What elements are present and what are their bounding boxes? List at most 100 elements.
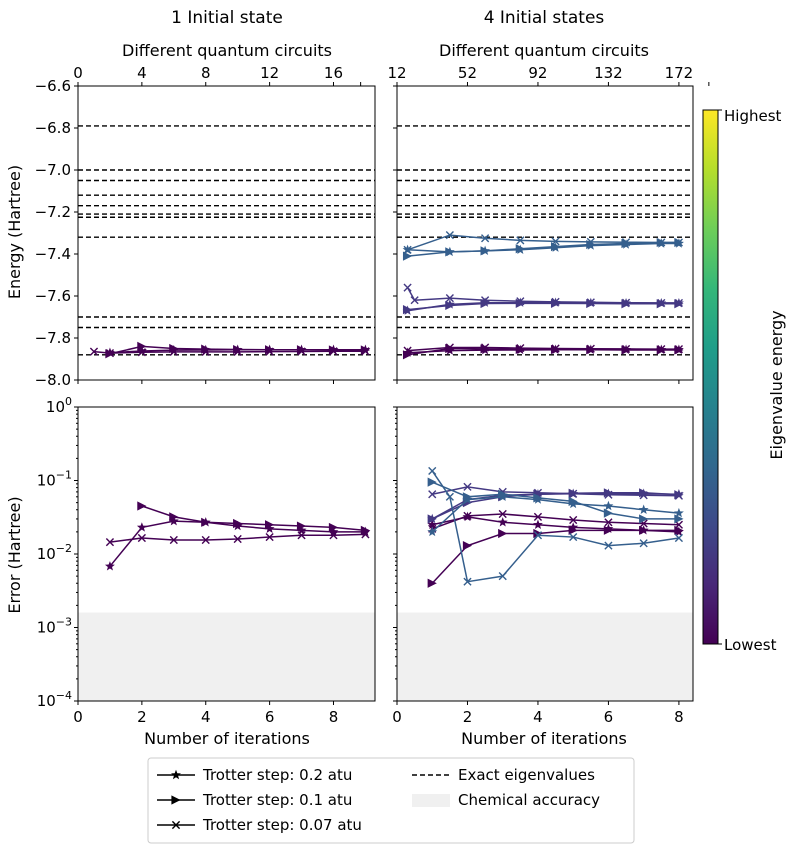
data-point (329, 347, 338, 356)
y-tick-label: 100 (46, 395, 72, 416)
legend-item: Exact eigenvalues (412, 766, 595, 784)
y-tick-label: −8.0 (35, 371, 71, 389)
legend-marker (171, 769, 181, 780)
legend-item: Trotter step: 0.2 atu (157, 766, 352, 784)
data-point (360, 345, 371, 355)
data-point (445, 343, 454, 352)
data-point (586, 298, 595, 307)
top-tick-label: 16 (324, 64, 343, 82)
data-point (329, 531, 338, 540)
legend-box (147, 757, 635, 844)
data-point (551, 297, 560, 306)
data-point (673, 507, 684, 518)
legend-label: Chemical accuracy (458, 791, 600, 809)
data-point (515, 244, 525, 254)
x-tick-label: 4 (201, 708, 211, 726)
xlabel-left: Number of iterations (144, 729, 310, 748)
y-tick-label: 10−2 (37, 542, 72, 563)
error-panel-4-initial-states: 0 2 4 6 8 (392, 406, 694, 726)
data-point (621, 238, 631, 249)
ylabel-energy: Energy (Hartree) (5, 165, 24, 299)
data-point (638, 525, 649, 535)
data-point (361, 530, 370, 539)
x-tick-label: 8 (329, 708, 339, 726)
top-tick-label: 92 (528, 64, 547, 82)
data-point (498, 528, 508, 539)
data-point (481, 234, 490, 243)
data-point (673, 526, 684, 537)
data-point (265, 520, 275, 530)
energy-panel-4-initial-states: 12 52 92 132 172 (387, 64, 710, 384)
top-tick-label: 12 (387, 64, 406, 82)
legend-item: Trotter step: 0.07 atu (157, 816, 362, 834)
series-line (431, 529, 679, 584)
data-point (403, 346, 412, 355)
y-tick-label: −7.4 (35, 245, 71, 263)
data-point (233, 347, 242, 356)
title-4-initial-states: 4 Initial states (484, 8, 605, 28)
data-point (586, 298, 596, 309)
data-point (657, 345, 666, 354)
chemical-accuracy-region (397, 612, 693, 701)
data-point (403, 245, 412, 254)
data-point (674, 238, 683, 247)
colorbar-top-label: Highest (724, 107, 782, 125)
data-point (265, 347, 274, 356)
data-point (328, 522, 339, 533)
data-point (402, 305, 413, 315)
data-point (498, 509, 507, 519)
y-tick-label: −7.6 (35, 287, 71, 305)
data-point (657, 238, 666, 247)
data-point (516, 297, 525, 306)
data-point (480, 298, 490, 309)
data-point (297, 531, 306, 540)
x-tick-label: 8 (674, 708, 684, 726)
data-point (516, 236, 525, 245)
x-tick-label: 6 (604, 708, 614, 726)
data-point (569, 515, 578, 525)
data-point (604, 541, 613, 550)
series-line (406, 287, 679, 304)
legend-item: Chemical accuracy (412, 791, 600, 809)
legend-label: Trotter step: 0.1 atu (202, 791, 352, 809)
data-point (137, 533, 146, 543)
data-point (674, 298, 683, 308)
data-point (445, 231, 454, 240)
data-point (674, 490, 684, 500)
data-point (481, 343, 490, 352)
top-tick-label: 12 (260, 64, 279, 82)
data-point (516, 343, 525, 353)
top-tick-label: 172 (665, 64, 694, 82)
legend-marker (171, 795, 181, 805)
data-point (674, 345, 683, 354)
y-tick-label: −7.0 (35, 161, 71, 179)
data-point (674, 514, 684, 524)
data-point (462, 511, 473, 522)
x-tick-label: 0 (392, 708, 402, 726)
ylabel-error: Error (Hartree) (5, 496, 24, 613)
data-point (265, 532, 274, 542)
data-point (639, 539, 648, 548)
data-point (410, 296, 419, 305)
data-point (427, 578, 437, 588)
legend-label: Trotter step: 0.2 atu (202, 766, 352, 784)
data-point (533, 519, 543, 529)
data-point (533, 493, 543, 503)
data-point (105, 538, 115, 547)
data-point (550, 344, 561, 355)
data-point (297, 347, 306, 356)
data-point (569, 489, 578, 498)
data-point (168, 515, 179, 526)
x-tick-label: 4 (533, 708, 543, 726)
data-point (603, 523, 614, 534)
data-point (462, 492, 473, 502)
data-point (639, 491, 648, 500)
data-point (621, 238, 631, 247)
data-point (463, 482, 472, 491)
data-point (604, 518, 613, 527)
data-point (296, 525, 307, 535)
legend-swatch (412, 794, 450, 807)
top-tick-label: 52 (458, 64, 477, 82)
error-panel-1-initial-state: 10−4 10−3 10−2 10−1 100 0 2 4 6 8 (37, 395, 376, 726)
xlabel-right: Number of iterations (461, 729, 627, 748)
